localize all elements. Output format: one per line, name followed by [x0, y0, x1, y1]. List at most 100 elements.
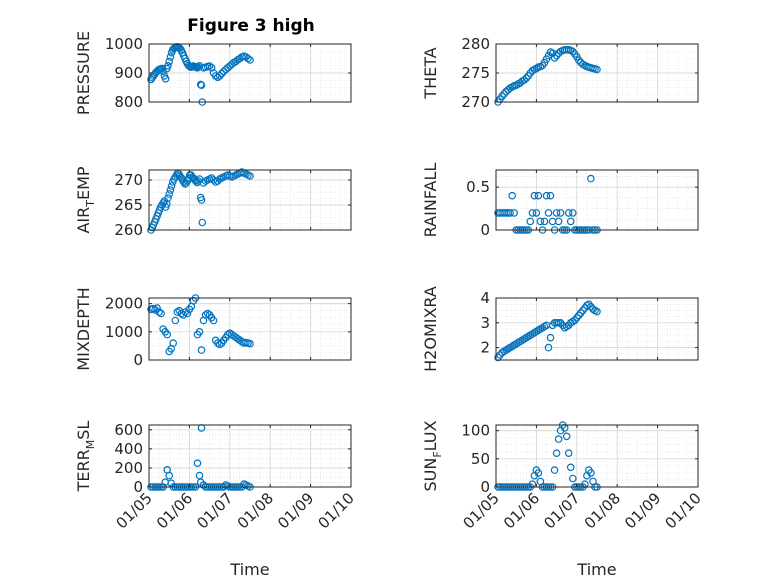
data-point — [215, 340, 224, 349]
data-point — [164, 62, 172, 70]
data-point — [165, 471, 174, 480]
data-point — [574, 56, 583, 65]
data-point — [176, 44, 184, 53]
data-point — [587, 469, 595, 477]
data-point — [496, 351, 504, 359]
figure-title: Figure 3 high — [187, 16, 315, 36]
data-point — [546, 191, 555, 200]
data-point — [165, 57, 174, 66]
data-point — [193, 459, 202, 468]
data-series — [147, 43, 254, 106]
data-point — [540, 217, 549, 226]
data-point — [498, 92, 506, 101]
y-axis-label: SUNFLUX — [421, 420, 444, 491]
data-point — [568, 474, 577, 483]
data-point — [246, 56, 254, 64]
data-point — [190, 176, 199, 184]
y-axis-label: H2OMIXRA — [421, 286, 440, 372]
y-axis-label: THETA — [421, 47, 440, 99]
y-axis-label: RAINFALL — [421, 163, 440, 238]
data-series — [494, 300, 601, 362]
data-point — [542, 191, 551, 200]
data-point — [566, 217, 575, 226]
data-point — [183, 309, 192, 318]
y-tick-label: 275 — [461, 64, 490, 82]
data-point — [213, 339, 222, 347]
data-point — [194, 63, 203, 71]
data-point — [593, 307, 601, 316]
data-point — [556, 209, 565, 217]
data-point — [153, 304, 161, 312]
data-point — [171, 316, 180, 325]
data-point — [526, 217, 535, 226]
y-tick-label: 0 — [480, 221, 490, 239]
subplot-5: 0 1000 2000 MIXDEPTH — [74, 287, 352, 371]
x-tick-label: 01/10 — [662, 489, 705, 532]
y-tick-label: 4 — [480, 289, 490, 307]
axes-box — [495, 297, 699, 361]
data-point — [167, 182, 176, 190]
subplot-3: 260 265 270 AIRTEMP — [74, 166, 352, 239]
x-tick-label: 01/09 — [621, 489, 664, 532]
data-series — [147, 294, 254, 356]
y-tick-label: 260 — [114, 221, 143, 239]
data-point — [246, 172, 254, 180]
x-axis-title: Time — [576, 560, 616, 579]
data-point — [197, 81, 206, 90]
x-tick-label: 01/10 — [315, 489, 358, 532]
data-point — [195, 327, 204, 336]
data-point — [161, 75, 170, 83]
data-point — [568, 209, 577, 217]
data-point — [552, 51, 561, 60]
data-point — [173, 308, 182, 316]
data-point — [534, 469, 543, 477]
x-tick-label: 01/07 — [540, 489, 583, 532]
data-point — [165, 190, 174, 198]
y-tick-label: 1000 — [105, 35, 143, 53]
x-tick-label: 01/07 — [193, 489, 236, 532]
y-tick-label: 0 — [133, 478, 143, 496]
data-point — [203, 309, 212, 318]
data-point — [207, 174, 216, 182]
data-point — [151, 305, 159, 314]
data-point — [550, 466, 559, 474]
y-axis-label: MIXDEPTH — [74, 287, 93, 370]
data-point — [197, 346, 206, 354]
data-point — [166, 186, 175, 194]
y-tick-label: 600 — [114, 421, 143, 439]
data-point — [508, 191, 517, 200]
subplot-7: 020040060001/0501/0601/0701/0801/0901/10… — [74, 421, 358, 579]
data-point — [201, 311, 210, 319]
data-point — [562, 432, 571, 441]
y-tick-label: 270 — [461, 93, 490, 111]
x-tick-label: 01/08 — [234, 489, 277, 532]
y-tick-label: 800 — [114, 93, 143, 111]
data-point — [593, 65, 601, 74]
y-axis-label: PRESSURE — [74, 31, 93, 115]
data-point — [244, 54, 252, 63]
y-axis-label: TERRMSL — [74, 421, 97, 493]
data-point — [198, 218, 207, 227]
y-tick-label: 50 — [471, 450, 490, 468]
subplot-4: 0 0.5 RAINFALL — [421, 163, 699, 239]
data-point — [552, 209, 561, 217]
data-point — [530, 191, 539, 200]
data-point — [522, 74, 531, 83]
data-series — [147, 168, 254, 234]
data-point — [246, 339, 254, 348]
subplot-2: 270 275 280 THETA — [421, 35, 699, 111]
data-point — [520, 76, 529, 84]
data-point — [169, 339, 178, 347]
data-point — [568, 47, 577, 56]
data-point — [209, 316, 218, 325]
data-point — [536, 217, 545, 226]
data-point — [554, 217, 563, 226]
data-point — [164, 194, 172, 202]
axes-box — [495, 169, 699, 231]
y-axis-label: AIRTEMP — [74, 166, 97, 233]
data-point — [544, 343, 553, 352]
axes-box — [148, 169, 352, 231]
y-tick-label: 0.5 — [466, 178, 490, 196]
data-point — [554, 435, 563, 443]
